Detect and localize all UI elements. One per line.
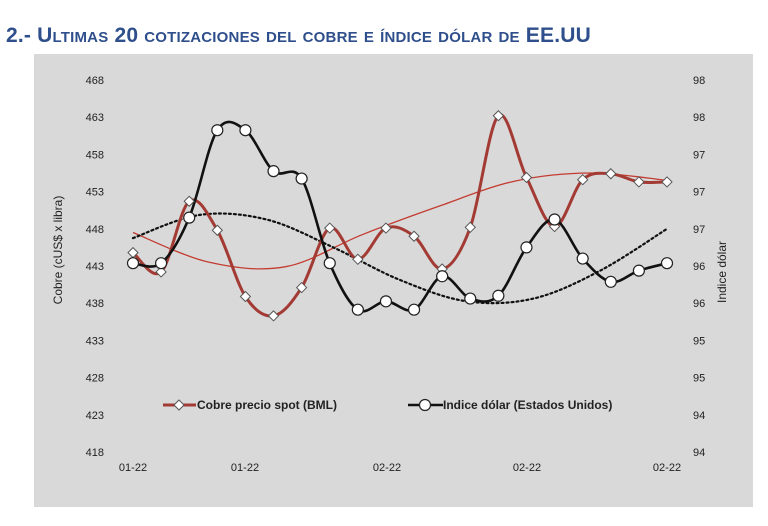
series-line-cobre xyxy=(131,113,668,318)
data-point-dolar xyxy=(211,124,224,137)
y2-tick-label: 97 xyxy=(693,149,705,161)
y-tick-label: 418 xyxy=(86,447,104,459)
data-point-dolar xyxy=(407,303,421,316)
data-point-cobre xyxy=(464,221,476,234)
y-tick-label: 463 xyxy=(86,112,104,124)
y2-tick-label: 95 xyxy=(693,373,705,385)
data-point-cobre xyxy=(324,222,336,234)
y-tick-label: 428 xyxy=(86,373,104,385)
data-point-dolar xyxy=(632,264,645,277)
legend: Cobre precio spot (BML) Indice dólar (Est… xyxy=(163,398,612,412)
data-point-dolar xyxy=(155,257,168,270)
legend-label-dolar: Indice dólar (Estados Unidos) xyxy=(443,398,612,412)
y2-tick-label: 95 xyxy=(693,335,705,347)
data-point-dolar xyxy=(660,257,674,270)
y-tick-label: 438 xyxy=(86,298,104,310)
data-point-cobre xyxy=(408,230,420,242)
data-point-dolar xyxy=(351,303,364,316)
data-point-dolar xyxy=(183,211,196,224)
data-point-cobre xyxy=(183,195,195,207)
data-point-dolar xyxy=(436,270,449,283)
trendline-cobre xyxy=(132,172,668,270)
chart-background xyxy=(34,54,753,507)
x-tick-label: 01-22 xyxy=(119,462,147,474)
data-point-cobre xyxy=(605,168,617,180)
y2-tick-label: 94 xyxy=(693,410,705,422)
y2-tick-label: 98 xyxy=(693,75,705,87)
y2-axis-ticks: 98 98 97 97 97 96 96 95 95 94 94 xyxy=(693,75,705,459)
x-axis-ticks: 01-22 01-22 02-22 02-22 02-22 xyxy=(119,462,681,474)
data-point-cobre xyxy=(380,222,392,234)
y-tick-label: 453 xyxy=(86,187,104,199)
page-title-text: 2.- Ultimas 20 cotizaciones del cobre e … xyxy=(6,24,591,47)
data-point-dolar xyxy=(604,275,617,288)
data-point-cobre xyxy=(492,110,505,122)
data-point-cobre xyxy=(295,281,308,294)
trendline-dolar xyxy=(131,212,669,305)
legend-marker-cobre xyxy=(173,399,185,411)
x-tick-label: 02-22 xyxy=(373,462,401,474)
trendlines xyxy=(131,172,669,305)
data-point-dolar xyxy=(379,295,393,308)
y-tick-label: 448 xyxy=(86,224,104,236)
x-tick-label: 01-22 xyxy=(231,462,259,474)
data-point-cobre xyxy=(633,176,645,188)
y2-tick-label: 98 xyxy=(693,112,705,124)
legend-label-cobre: Cobre precio spot (BML) xyxy=(197,398,337,412)
y2-tick-label: 97 xyxy=(693,187,705,199)
data-point-dolar xyxy=(492,289,505,302)
data-point-dolar xyxy=(126,257,140,270)
x-tick-label: 02-22 xyxy=(653,462,681,474)
data-point-dolar xyxy=(520,241,533,254)
data-point-dolar xyxy=(239,124,252,137)
data-point-cobre xyxy=(352,253,364,266)
data-point-cobre xyxy=(211,224,224,236)
data-point-cobre xyxy=(267,310,280,322)
data-point-cobre xyxy=(520,171,533,184)
data-point-cobre xyxy=(576,173,589,186)
data-point-cobre xyxy=(661,176,673,188)
data-point-dolar xyxy=(576,252,589,265)
data-point-dolar xyxy=(323,257,336,270)
data-point-cobre xyxy=(239,290,252,303)
y2-tick-label: 96 xyxy=(693,261,705,273)
page-title: 2.- Ultimas 20 cotizaciones del cobre e … xyxy=(6,24,766,48)
y2-tick-label: 94 xyxy=(693,447,705,459)
y-axis-ticks: 468 463 458 453 448 443 438 433 428 423 418 xyxy=(86,75,104,459)
data-point-cobre xyxy=(155,266,167,278)
y-axis-title: Cobre (cUS$ x libra) xyxy=(51,196,65,305)
data-point-dolar xyxy=(267,165,280,178)
data-point-dolar xyxy=(548,213,561,226)
data-point-dolar xyxy=(295,172,308,185)
x-tick-label: 02-22 xyxy=(513,462,541,474)
y2-tick-label: 97 xyxy=(693,224,705,236)
series-markers xyxy=(126,110,674,322)
legend-marker-dolar xyxy=(418,398,432,412)
y-tick-label: 468 xyxy=(86,75,104,87)
y2-tick-label: 96 xyxy=(693,298,705,310)
y-tick-label: 423 xyxy=(86,410,104,422)
y2-axis-title: Indice dólar xyxy=(715,241,729,303)
data-point-dolar xyxy=(464,292,477,305)
y-tick-label: 433 xyxy=(86,335,104,347)
y-tick-label: 443 xyxy=(86,261,104,273)
y-tick-label: 458 xyxy=(86,149,104,161)
